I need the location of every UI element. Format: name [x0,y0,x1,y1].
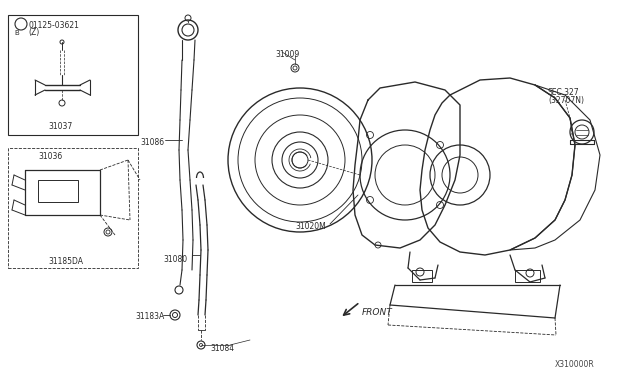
Text: SEC.327: SEC.327 [548,88,580,97]
Text: 31036: 31036 [38,152,62,161]
Text: 31020M: 31020M [295,222,326,231]
Text: 31183A: 31183A [135,312,164,321]
Text: 31185DA: 31185DA [48,257,83,266]
Text: 31009: 31009 [275,50,300,59]
Text: X310000R: X310000R [555,360,595,369]
Text: (32707N): (32707N) [548,96,584,105]
Bar [38,180,78,202]
Text: 01125-03621: 01125-03621 [28,21,79,30]
Text: 31080: 31080 [163,255,187,264]
Text: 31084: 31084 [210,344,234,353]
Text: (Z): (Z) [28,28,39,37]
Text: 31037: 31037 [48,122,72,131]
Bar [8,15,138,135]
Bar [515,270,540,282]
Text: B: B [15,30,19,36]
Bar [412,270,432,282]
Bar [8,148,138,268]
Text: FRONT: FRONT [362,308,393,317]
Text: 31086: 31086 [140,138,164,147]
